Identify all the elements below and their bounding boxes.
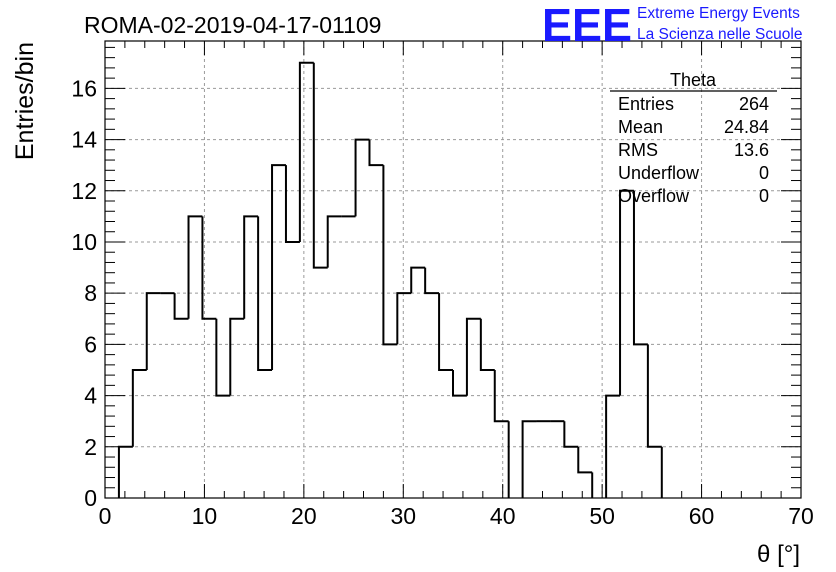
stats-value: 0 xyxy=(759,163,769,183)
plot-frame xyxy=(104,40,802,499)
histogram-bin xyxy=(424,267,440,295)
x-axis-label: θ [°] xyxy=(757,541,800,568)
histogram-bin xyxy=(229,317,245,396)
stats-label: Underflow xyxy=(618,163,700,183)
histogram-bin xyxy=(605,394,621,498)
histogram-bin xyxy=(117,445,133,498)
histogram-bin xyxy=(326,215,342,268)
histogram-bin xyxy=(215,318,231,397)
histogram-bin xyxy=(493,369,509,423)
histogram-bin xyxy=(201,216,217,320)
histogram-bin xyxy=(592,472,606,498)
histogram-bin xyxy=(298,61,314,242)
stats-label: Entries xyxy=(618,94,674,114)
histogram-bin xyxy=(257,216,273,371)
histogram-bin xyxy=(619,189,634,396)
histogram-bin xyxy=(284,165,300,243)
x-tick-label: 20 xyxy=(291,503,317,529)
stats-value: 0 xyxy=(759,186,769,206)
eee-logo: EEE Extreme Energy Events La Scienza nel… xyxy=(542,0,802,51)
histogram-bin xyxy=(521,420,537,498)
histogram-bin xyxy=(312,62,328,269)
histogram-bin xyxy=(479,318,495,371)
stats-rows: Entries 264 Mean 24.84 RMS 13.6 Underflow 0 Over… xyxy=(618,94,769,206)
y-tick-label: 16 xyxy=(71,75,97,101)
histogram-bin xyxy=(271,164,286,370)
histogram-bin xyxy=(368,139,384,167)
stats-box: Theta Entries 264 Mean 24.84 RMS 13.6 Underflo… xyxy=(610,70,777,206)
y-tick-label: 0 xyxy=(84,485,97,511)
histogram-bin xyxy=(173,293,189,320)
x-tick-label: 60 xyxy=(689,503,715,529)
x-tick-label: 10 xyxy=(192,503,218,529)
x-axis-ticks: 0 10 20 30 40 50 60 70 xyxy=(99,41,814,529)
stats-value: 264 xyxy=(739,94,769,114)
y-tick-label: 2 xyxy=(84,434,97,460)
stats-value: 13.6 xyxy=(734,140,769,160)
stats-title: Theta xyxy=(670,70,717,90)
chart-title: ROMA-02-2019-04-17-01109 xyxy=(84,12,381,38)
histogram-bin xyxy=(646,344,662,448)
y-tick-label: 8 xyxy=(84,280,97,306)
x-tick-label: 0 xyxy=(99,503,112,529)
histogram-bin xyxy=(662,447,676,498)
histogram-bin xyxy=(452,369,467,397)
stats-value: 24.84 xyxy=(724,117,769,137)
x-tick-label: 70 xyxy=(788,503,814,529)
histogram-bin xyxy=(382,165,398,346)
x-tick-label: 50 xyxy=(589,503,615,529)
histogram-bin xyxy=(145,292,161,370)
y-tick-label: 10 xyxy=(71,229,97,255)
grid-lines xyxy=(105,41,801,498)
histogram-bin xyxy=(577,446,593,474)
histogram-bin xyxy=(243,215,259,319)
histogram-bin xyxy=(131,368,147,447)
histogram-bins xyxy=(105,61,801,498)
x-tick-label: 30 xyxy=(390,503,416,529)
histogram-bin xyxy=(465,317,481,396)
y-axis-label: Entries/bin xyxy=(11,42,39,160)
stats-label: RMS xyxy=(618,140,658,160)
y-axis-ticks: 0 2 4 6 8 10 12 14 16 xyxy=(71,46,801,511)
brand-line-1: Extreme Energy Events xyxy=(637,5,800,22)
y-tick-label: 4 xyxy=(84,383,97,409)
histogram-bin xyxy=(509,421,523,498)
y-tick-label: 6 xyxy=(84,331,97,357)
y-tick-label: 14 xyxy=(71,127,97,153)
logo-mark: EEE xyxy=(542,0,632,51)
x-tick-label: 40 xyxy=(490,503,516,529)
histogram-bin xyxy=(632,190,648,346)
stats-label: Overflow xyxy=(618,186,690,206)
histogram-bin xyxy=(563,421,579,448)
histogram-bin xyxy=(410,266,426,294)
histogram-bin xyxy=(354,138,370,217)
histogram-bin xyxy=(438,293,453,371)
histogram-bin xyxy=(396,292,412,345)
y-tick-label: 12 xyxy=(71,178,97,204)
brand-line-2: La Scienza nelle Scuole xyxy=(637,26,802,43)
histogram-bin xyxy=(187,215,203,319)
stats-label: Mean xyxy=(618,117,663,137)
